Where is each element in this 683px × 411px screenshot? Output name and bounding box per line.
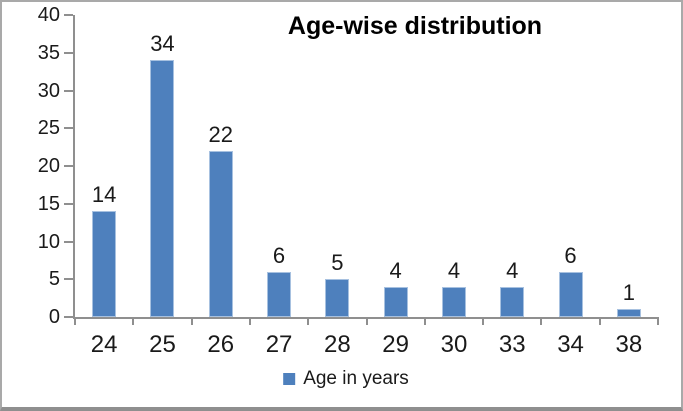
chart-title: Age-wise distribution [287,12,543,40]
bar [441,286,466,317]
x-axis-tick [365,319,368,325]
y-axis-tick [64,51,73,54]
x-category-label: 28 [323,331,351,358]
y-axis-tick-label: 35 [37,41,60,64]
x-category-label: 27 [265,331,293,358]
y-axis-tick-label: 30 [37,79,60,102]
y-axis-line [73,15,75,319]
bar-value-label: 34 [150,31,175,57]
x-axis-tick [248,319,251,325]
y-axis-tick-label: 20 [37,155,60,177]
y-axis-tick-label: 5 [48,268,60,291]
bar [267,271,292,317]
x-axis-tick [132,319,135,325]
y-axis-tick [64,278,73,281]
y-axis-tick [64,316,73,318]
y-axis-tick [64,14,73,16]
legend: Age in years [283,366,409,392]
x-axis-tick [482,319,485,325]
x-category-label: 33 [498,331,526,358]
legend-color-swatch-icon [283,373,296,385]
bar-value-label: 14 [91,182,117,208]
bar [325,279,350,317]
x-category-label: 29 [382,331,409,358]
x-axis-tick [540,319,543,325]
bar [383,286,408,317]
bar-value-label: 6 [564,242,577,268]
y-axis-tick-label: 0 [48,306,60,328]
x-category-label: 26 [207,331,235,358]
y-axis-tick-label: 40 [37,4,60,26]
y-axis-tick [64,89,73,92]
bar-value-label: 4 [389,257,402,283]
bar-value-label: 1 [622,280,635,306]
x-axis-tick [307,319,310,325]
x-axis-tick [657,319,659,325]
y-axis-tick-label: 10 [37,230,60,253]
bar [558,271,583,317]
bar [92,211,117,317]
bar-value-label: 5 [331,250,344,276]
bar [500,286,525,317]
bar-value-label: 4 [506,257,519,283]
bar [616,309,641,317]
x-axis-tick [598,319,601,325]
x-axis-tick [74,319,76,325]
x-axis-line [73,317,659,319]
x-category-label: 34 [557,331,584,358]
x-category-label: 24 [90,331,118,358]
y-axis-tick [64,202,73,205]
y-axis-tick [64,165,73,167]
y-axis-tick-label: 25 [37,117,60,140]
bar [150,60,175,317]
x-category-label: 30 [440,331,468,358]
legend-label: Age in years [303,368,409,389]
x-category-label: 25 [149,331,176,358]
x-category-label: 38 [615,331,643,358]
bar-value-label: 22 [208,121,233,147]
x-axis-tick [423,319,426,325]
bar [208,150,233,317]
bar-value-label: 4 [447,257,461,283]
y-axis-tick [64,127,73,130]
y-axis-tick [64,240,73,243]
y-axis-tick-label: 15 [37,192,60,215]
bar-value-label: 6 [272,242,286,268]
x-axis-tick [190,319,193,325]
